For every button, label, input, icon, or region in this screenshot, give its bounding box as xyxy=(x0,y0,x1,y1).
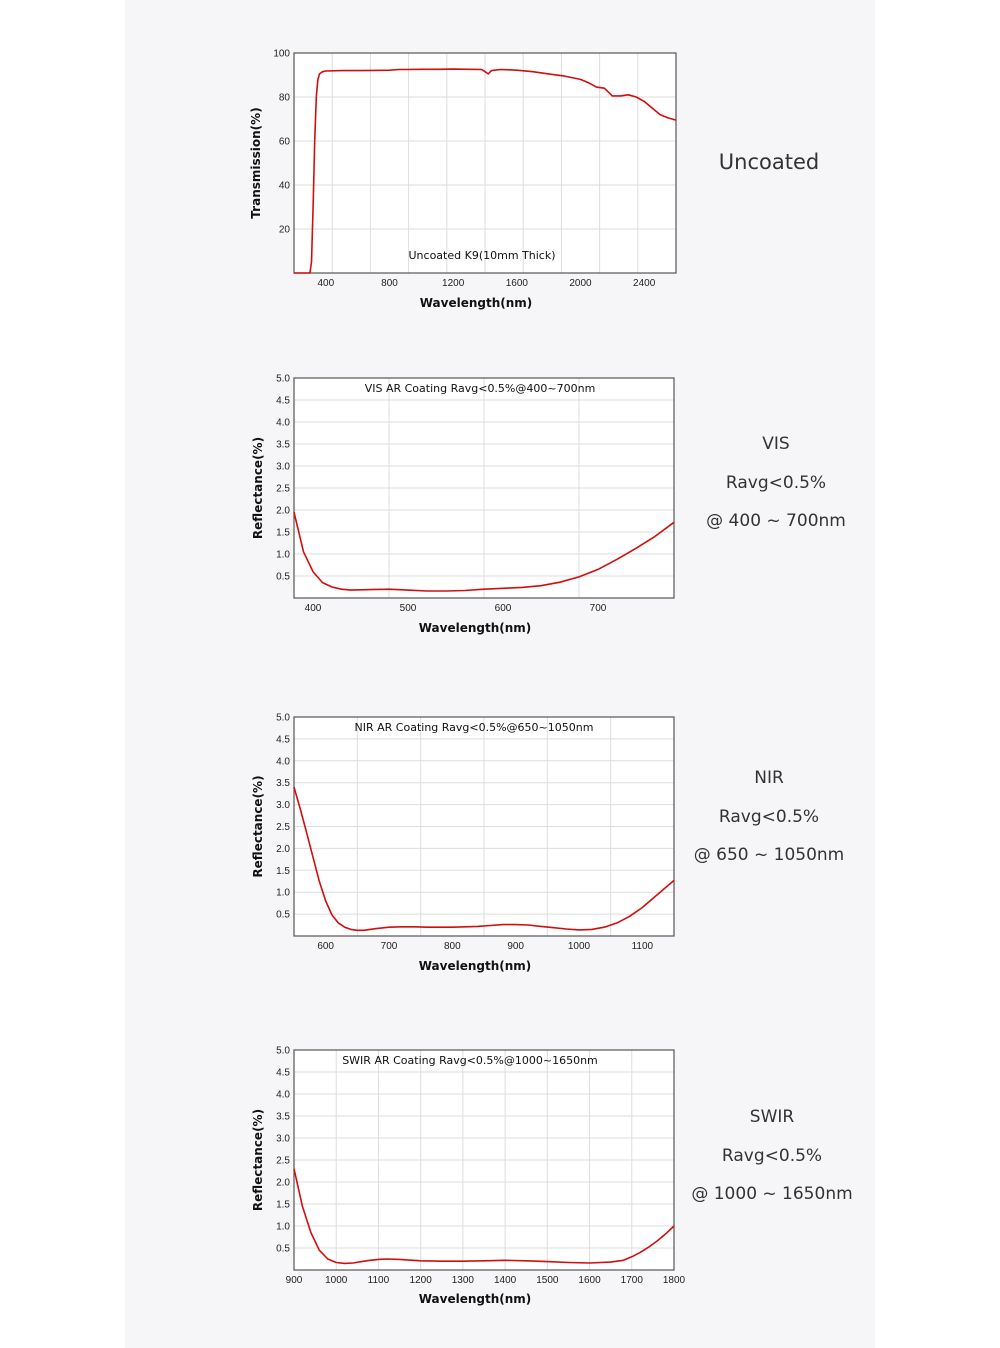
side-label-line: @ 650 ~ 1050nm xyxy=(693,845,845,866)
x-tick-label: 1300 xyxy=(452,1275,475,1286)
x-tick-label: 400 xyxy=(317,278,334,289)
y-axis-title: Reflectance(%) xyxy=(251,437,265,539)
y-tick-label: 2.5 xyxy=(276,822,290,833)
x-tick-label: 1200 xyxy=(442,278,465,289)
x-tick-label: 500 xyxy=(400,603,417,614)
y-tick-label: 5.0 xyxy=(276,374,290,385)
x-axis-title: Wavelength(nm) xyxy=(419,959,532,973)
y-tick-label: 1.5 xyxy=(276,528,290,539)
y-tick-label: 3.5 xyxy=(276,1112,290,1123)
series-line xyxy=(293,786,675,932)
x-tick-label: 400 xyxy=(305,603,322,614)
plot-frame xyxy=(293,1049,675,1271)
y-tick-label: 3.5 xyxy=(276,778,290,789)
y-tick-label: 3.5 xyxy=(276,440,290,451)
x-tick-label: 800 xyxy=(444,941,461,952)
x-tick-label: 2400 xyxy=(633,278,656,289)
series-line xyxy=(293,512,675,592)
side-label-line: @ 400 ~ 700nm xyxy=(706,511,846,532)
x-axis-title: Wavelength(nm) xyxy=(420,296,533,310)
x-tick-label: 1200 xyxy=(410,1275,433,1286)
x-tick-label: 600 xyxy=(317,941,334,952)
y-tick-label: 100 xyxy=(273,49,290,60)
y-axis-title: Reflectance(%) xyxy=(251,1109,265,1211)
side-label-line: Uncoated xyxy=(718,149,820,174)
x-tick-label: 800 xyxy=(381,278,398,289)
y-tick-label: 1.0 xyxy=(276,550,290,561)
side-label-line: Ravg<0.5% xyxy=(718,807,820,828)
y-tick-label: 4.5 xyxy=(276,1068,290,1079)
plot-frame xyxy=(293,377,675,599)
series-line xyxy=(294,68,677,274)
y-tick-label: 2.0 xyxy=(276,1178,290,1189)
y-tick-label: 2.5 xyxy=(276,1156,290,1167)
y-tick-label: 4.0 xyxy=(276,418,290,429)
y-tick-label: 1.0 xyxy=(276,1222,290,1233)
chart-1: 400 500 600 700 0.5 1.0 1.5 2.0 2.5 3.0 3.5 4.0 4.5 5… xyxy=(251,374,675,635)
y-tick-label: 1.5 xyxy=(276,866,290,877)
plot-title: Uncoated K9(10mm Thick) xyxy=(409,249,556,262)
x-tick-label: 1000 xyxy=(325,1275,348,1286)
x-tick-label: 1400 xyxy=(494,1275,517,1286)
x-tick-label: 600 xyxy=(495,603,512,614)
chart-2: 600 700 800 900 1000 1100 0.5 1.0 1.5 2.0 2.5 3.0 3.… xyxy=(251,713,675,973)
y-tick-label: 5.0 xyxy=(276,1046,290,1057)
side-label-line: @ 1000 ~ 1650nm xyxy=(691,1184,853,1205)
side-label-line: SWIR xyxy=(749,1107,795,1128)
y-tick-label: 2.0 xyxy=(276,844,290,855)
side-label-line: Ravg<0.5% xyxy=(721,1146,823,1167)
y-axis-title: Reflectance(%) xyxy=(251,775,265,877)
y-axis-title: Transmission(%) xyxy=(249,107,263,218)
x-tick-label: 1000 xyxy=(568,941,591,952)
side-label-line: VIS xyxy=(762,434,790,455)
x-tick-label: 1600 xyxy=(506,278,529,289)
y-tick-label: 0.5 xyxy=(276,1244,290,1255)
chart-3: 900 1000 1100 1200 1300 1400 1500 1600 1700 1800 0… xyxy=(251,1046,686,1307)
x-tick-label: 1700 xyxy=(621,1275,644,1286)
y-tick-label: 60 xyxy=(279,137,291,148)
x-tick-label: 1800 xyxy=(663,1275,686,1286)
y-tick-label: 1.0 xyxy=(276,888,290,899)
plot-title: SWIR AR Coating Ravg<0.5%@1000~1650nm xyxy=(342,1054,598,1067)
x-tick-label: 700 xyxy=(590,603,607,614)
y-tick-label: 3.0 xyxy=(276,1134,290,1145)
x-tick-label: 1100 xyxy=(632,941,654,952)
x-tick-label: 1600 xyxy=(578,1275,601,1286)
plot-frame xyxy=(293,716,675,937)
y-tick-label: 0.5 xyxy=(276,910,290,921)
y-tick-label: 4.5 xyxy=(276,396,290,407)
x-tick-label: 900 xyxy=(507,941,524,952)
y-tick-label: 2.5 xyxy=(276,484,290,495)
x-tick-label: 900 xyxy=(286,1275,303,1286)
x-tick-label: 2000 xyxy=(569,278,592,289)
y-tick-label: 80 xyxy=(279,93,291,104)
side-label-line: Ravg<0.5% xyxy=(725,473,827,494)
side-label-line: NIR xyxy=(754,768,784,789)
plot-frame xyxy=(293,52,677,274)
x-tick-label: 700 xyxy=(381,941,398,952)
x-axis-title: Wavelength(nm) xyxy=(419,1292,532,1306)
x-tick-label: 1500 xyxy=(536,1275,559,1286)
y-tick-label: 3.0 xyxy=(276,800,290,811)
y-tick-label: 4.0 xyxy=(276,1090,290,1101)
y-tick-label: 3.0 xyxy=(276,462,290,473)
y-tick-label: 1.5 xyxy=(276,1200,290,1211)
y-tick-label: 4.0 xyxy=(276,756,290,767)
x-tick-label: 1100 xyxy=(368,1275,390,1286)
series-line xyxy=(293,1168,675,1265)
y-tick-label: 4.5 xyxy=(276,734,290,745)
plot-title: VIS AR Coating Ravg<0.5%@400~700nm xyxy=(365,382,596,395)
y-tick-label: 5.0 xyxy=(276,713,290,724)
x-axis-title: Wavelength(nm) xyxy=(419,621,532,635)
y-tick-label: 0.5 xyxy=(276,572,290,583)
y-tick-label: 2.0 xyxy=(276,506,290,517)
y-tick-label: 20 xyxy=(279,225,291,236)
chart-0: 400 800 1200 1600 2000 2400 20 40 60 80 100 Uncoate… xyxy=(249,49,677,310)
plot-title: NIR AR Coating Ravg<0.5%@650~1050nm xyxy=(355,721,594,734)
y-tick-label: 40 xyxy=(279,181,291,192)
